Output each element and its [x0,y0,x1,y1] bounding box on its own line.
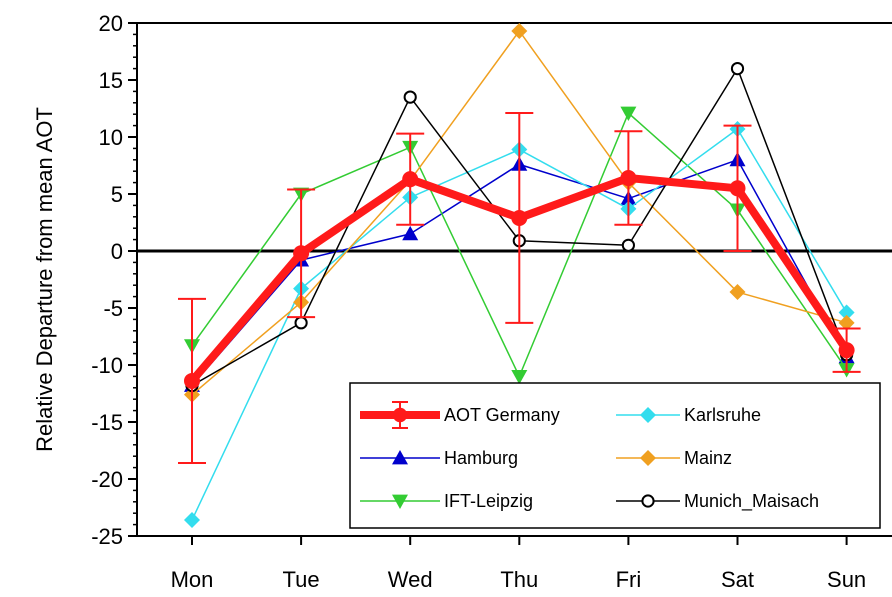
y-tick-label: 20 [99,11,123,36]
series-aot-germany [178,112,861,465]
data-point-munich-maisach [294,316,308,330]
y-tick-label: -20 [91,467,123,492]
legend-label: Munich_Maisach [684,491,819,512]
legend-item-munich-maisach: Munich_Maisach [616,491,819,512]
legend-label: Karlsruhe [684,405,761,425]
legend-item-mainz: Mainz [616,448,732,468]
data-point-aot-germany [511,209,528,226]
x-tick-label: Wed [388,567,433,592]
legend-box [349,382,881,529]
data-point-aot-germany [293,245,310,262]
x-tick-label: Sat [721,567,754,592]
legend-label: Hamburg [444,448,518,468]
legend-label: IFT-Leipzig [444,491,533,511]
x-tick-label: Mon [171,567,214,592]
data-point-mainz [511,22,528,39]
legend: AOT Germany Karlsruhe Hamburg Mainz IFT-Leip… [349,382,881,529]
data-point-karlsruhe [184,512,200,529]
data-point-aot-germany [402,171,419,188]
data-point-aot-germany [838,342,855,359]
y-tick-label: -10 [91,353,123,378]
data-point-munich-maisach [621,238,636,252]
x-tick-label: Tue [283,567,320,592]
legend-item-hamburg: Hamburg [360,448,518,468]
y-tick-label: 10 [99,125,123,150]
data-point-ift-leipzig [620,106,637,122]
y-tick-label: 5 [111,182,123,207]
data-point-aot-germany [620,170,637,187]
data-point-hamburg [402,225,419,241]
y-tick-label: -5 [103,296,123,321]
legend-swatch-marker [640,450,656,466]
y-axis-title: Relative Departure from mean AOT [32,107,57,452]
data-point-ift-leipzig [511,370,528,385]
legend-item-ift-leipzig: IFT-Leipzig [360,491,533,511]
y-tick-label: -25 [91,524,123,549]
data-point-mainz [729,284,746,301]
legend-swatch-marker [392,450,408,465]
legend-swatch-marker [392,494,408,509]
legend-label: Mainz [684,448,732,468]
x-tick-label: Thu [500,567,538,592]
data-point-munich-maisach [403,90,417,104]
legend-swatch-marker [640,407,656,423]
legend-item-karlsruhe: Karlsruhe [616,405,761,425]
data-point-mainz [838,314,855,331]
data-point-munich-maisach [730,62,745,76]
x-tick-label: Sun [827,567,866,592]
y-tick-label: 0 [111,239,123,264]
legend-label: AOT Germany [444,405,560,425]
data-point-aot-germany [729,180,746,197]
legend-item-aot-germany: AOT Germany [360,401,560,429]
data-point-karlsruhe [838,304,855,321]
y-tick-label: -15 [91,410,123,435]
data-point-aot-germany [184,372,200,389]
y-tick-label: 15 [99,68,123,93]
legend-swatch-marker [392,407,408,423]
legend-swatch-marker [641,494,655,508]
x-tick-label: Fri [616,567,642,592]
